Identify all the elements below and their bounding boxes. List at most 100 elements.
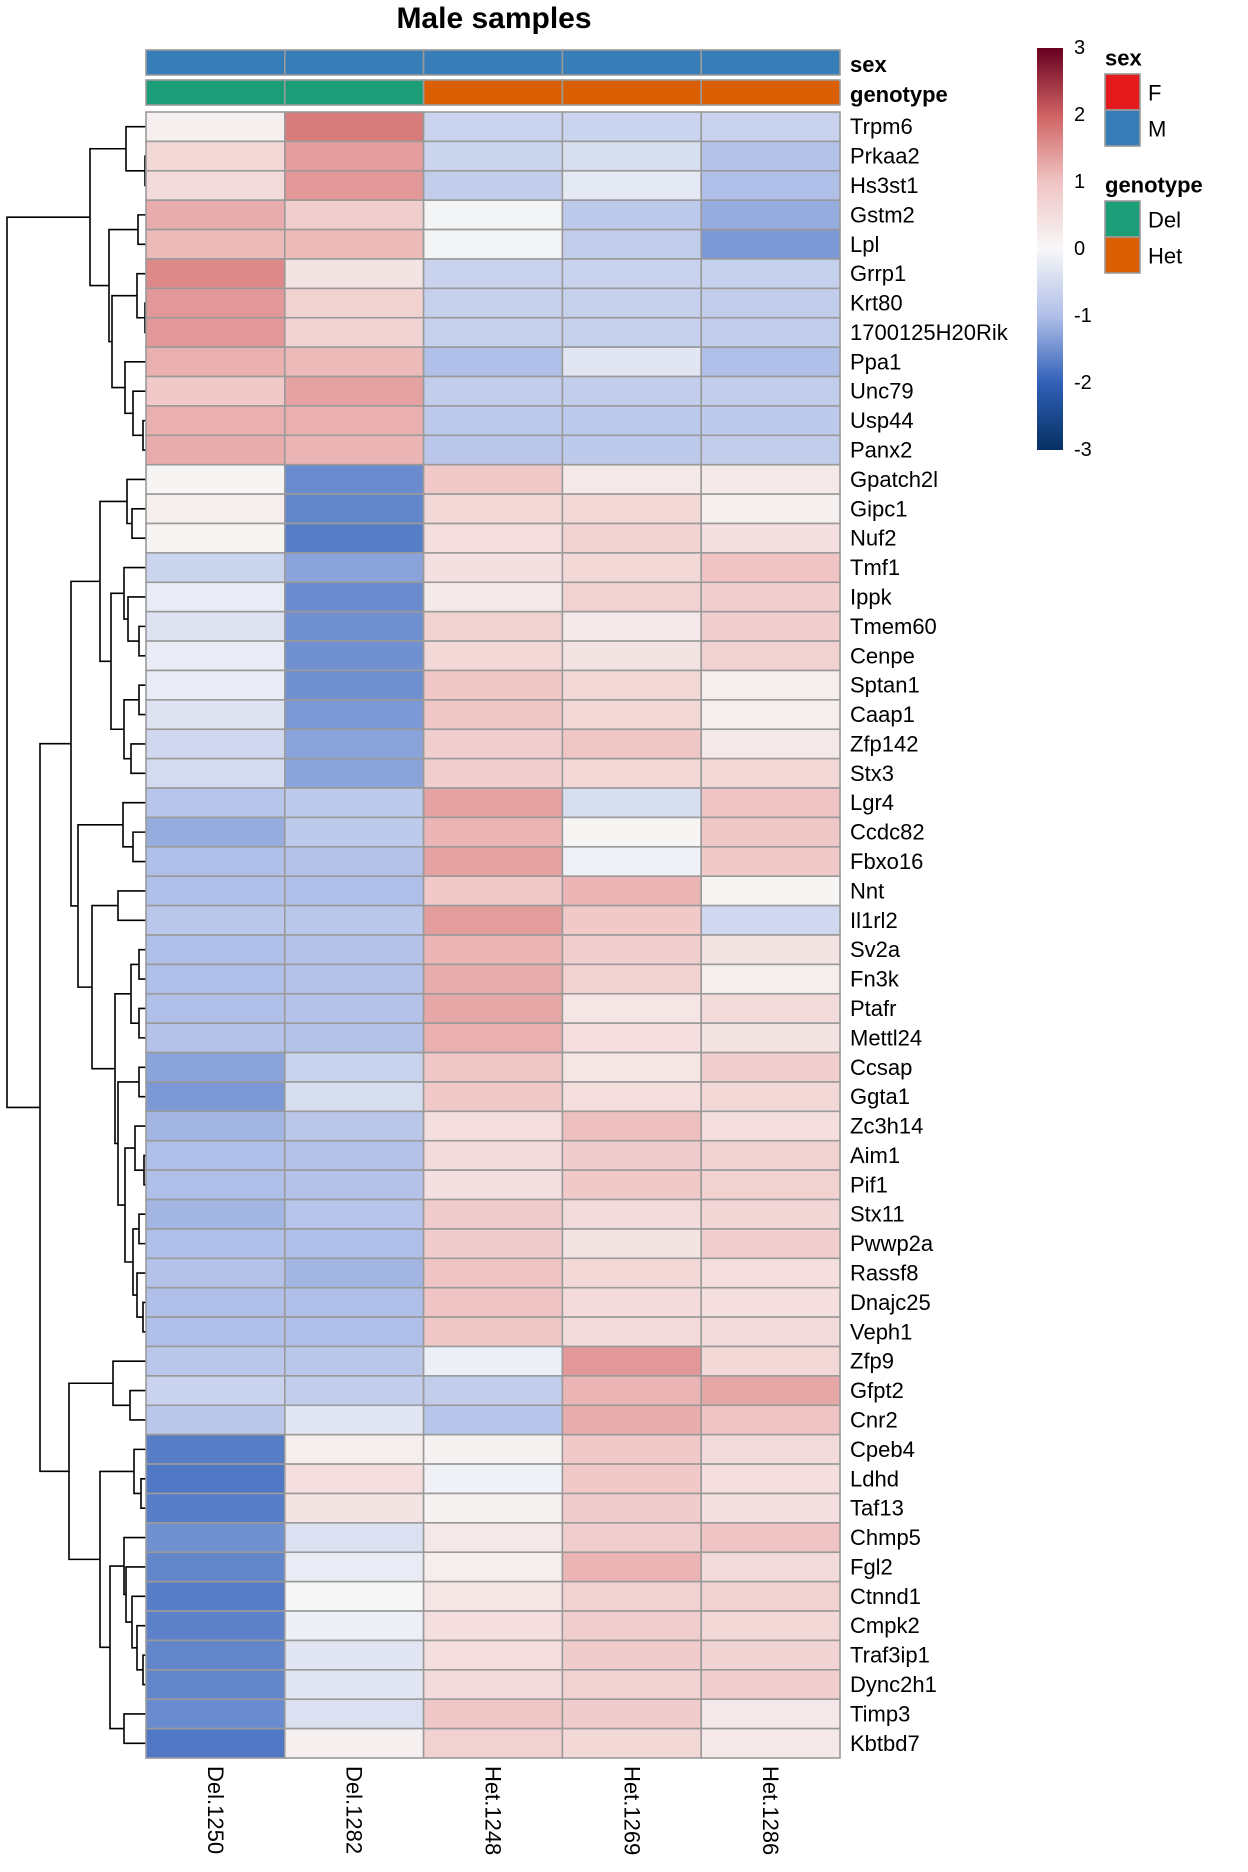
- heatmap-cell: [422, 1639, 564, 1671]
- heatmap-cell: [283, 1139, 425, 1171]
- heatmap-cell: [283, 787, 425, 819]
- genotype-annotation-cell: [700, 79, 841, 106]
- heatmap-cell: [700, 757, 841, 789]
- heatmap-cell: [283, 1669, 425, 1701]
- column-label: Del.1282: [342, 1766, 367, 1854]
- heatmap-cell: [422, 552, 564, 584]
- heatmap-cell: [561, 669, 703, 701]
- heatmap-cell: [145, 140, 286, 172]
- heatmap-cell: [700, 728, 841, 760]
- heatmap-cell: [422, 757, 564, 789]
- row-label: Zc3h14: [850, 1114, 923, 1139]
- heatmap-cell: [422, 1081, 564, 1113]
- row-label: Sv2a: [850, 937, 901, 962]
- heatmap-cell: [145, 699, 286, 731]
- heatmap-cell: [283, 875, 425, 907]
- heatmap-cell: [700, 140, 841, 172]
- heatmap-cell: [283, 1610, 425, 1642]
- heatmap-cell: [700, 1081, 841, 1113]
- heatmap-cell: [283, 1345, 425, 1377]
- row-label: Fbxo16: [850, 849, 923, 874]
- heatmap-cell: [283, 610, 425, 642]
- heatmap-cell: [422, 434, 564, 466]
- heatmap-cell: [145, 1580, 286, 1612]
- heatmap-cell: [422, 1169, 564, 1201]
- row-label: Dnajc25: [850, 1290, 931, 1315]
- row-label: Ppa1: [850, 349, 901, 374]
- heatmap-cell: [283, 1580, 425, 1612]
- column-annotations: sex genotype: [145, 49, 948, 107]
- heatmap-cell: [561, 169, 703, 201]
- color-scale-tick-label: 3: [1074, 37, 1085, 59]
- heatmap-cell: [283, 963, 425, 995]
- sex-legend-label: M: [1148, 117, 1166, 142]
- heatmap-cell: [700, 463, 841, 495]
- row-label: Aim1: [850, 1143, 900, 1168]
- heatmap-cell: [283, 1110, 425, 1142]
- heatmap-cell: [145, 1051, 286, 1083]
- heatmap-cell: [561, 992, 703, 1024]
- heatmap-cell: [561, 1375, 703, 1407]
- heatmap-cell: [700, 287, 841, 319]
- heatmap-cell: [561, 904, 703, 936]
- genotype-legend-title: genotype: [1105, 173, 1203, 198]
- heatmap-cell: [145, 287, 286, 319]
- sex-annotation-cell: [283, 49, 425, 76]
- heatmap-cell: [145, 1492, 286, 1524]
- heatmap-cell: [283, 1639, 425, 1671]
- heatmap-cell: [422, 1375, 564, 1407]
- color-scale-bar: [1037, 48, 1063, 450]
- heatmap-cell: [700, 1228, 841, 1260]
- heatmap-cell: [700, 581, 841, 613]
- dendrogram-branch: [125, 1566, 146, 1623]
- heatmap-cell: [283, 1404, 425, 1436]
- heatmap-cell: [145, 1286, 286, 1318]
- heatmap-cell: [283, 522, 425, 554]
- row-label: Lgr4: [850, 790, 894, 815]
- heatmap-cell: [561, 346, 703, 378]
- heatmap-cell: [700, 1051, 841, 1083]
- dendrogram-branch: [89, 147, 126, 287]
- heatmap-cell: [283, 346, 425, 378]
- heatmap-cell: [422, 140, 564, 172]
- heatmap-cell: [422, 111, 564, 143]
- heatmap-cell: [561, 434, 703, 466]
- heatmap-cell: [422, 581, 564, 613]
- heatmap-cell: [145, 375, 286, 407]
- heatmap-cell: [283, 1051, 425, 1083]
- heatmap-cell: [145, 875, 286, 907]
- heatmap-cell: [561, 405, 703, 437]
- heatmap-cell: [700, 816, 841, 848]
- dendrogram-branch: [117, 1081, 139, 1206]
- heatmap-cell: [283, 669, 425, 701]
- heatmap-cell: [561, 228, 703, 260]
- heatmap-cell: [700, 1198, 841, 1230]
- heatmap-cell: [145, 816, 286, 848]
- heatmap-cell: [561, 1669, 703, 1701]
- heatmap-cell: [283, 375, 425, 407]
- heatmap-cell: [145, 1375, 286, 1407]
- genotype-legend-swatch: [1104, 200, 1141, 238]
- heatmap-cell: [145, 846, 286, 878]
- heatmap-cell: [561, 1022, 703, 1054]
- heatmap-cell: [700, 1698, 841, 1730]
- row-label: Pif1: [850, 1172, 888, 1197]
- heatmap-cell: [561, 1698, 703, 1730]
- heatmap-cell: [561, 1433, 703, 1465]
- heatmap-cell: [700, 1610, 841, 1642]
- heatmap-cell: [283, 258, 425, 290]
- row-label: Gstm2: [850, 202, 915, 227]
- heatmap-cell: [283, 140, 425, 172]
- row-label: Ldhd: [850, 1466, 899, 1491]
- row-label: Tmf1: [850, 555, 900, 580]
- heatmap-cell: [283, 169, 425, 201]
- heatmap-cell: [145, 1316, 286, 1348]
- heatmap-cell: [561, 1228, 703, 1260]
- heatmap-cell: [422, 1433, 564, 1465]
- row-label: Fgl2: [850, 1554, 893, 1579]
- dendrogram-branch: [122, 801, 146, 848]
- heatmap-cell: [145, 463, 286, 495]
- heatmap-cell: [283, 1698, 425, 1730]
- genotype-legend-label: Het: [1148, 244, 1182, 269]
- row-label: Nnt: [850, 878, 884, 903]
